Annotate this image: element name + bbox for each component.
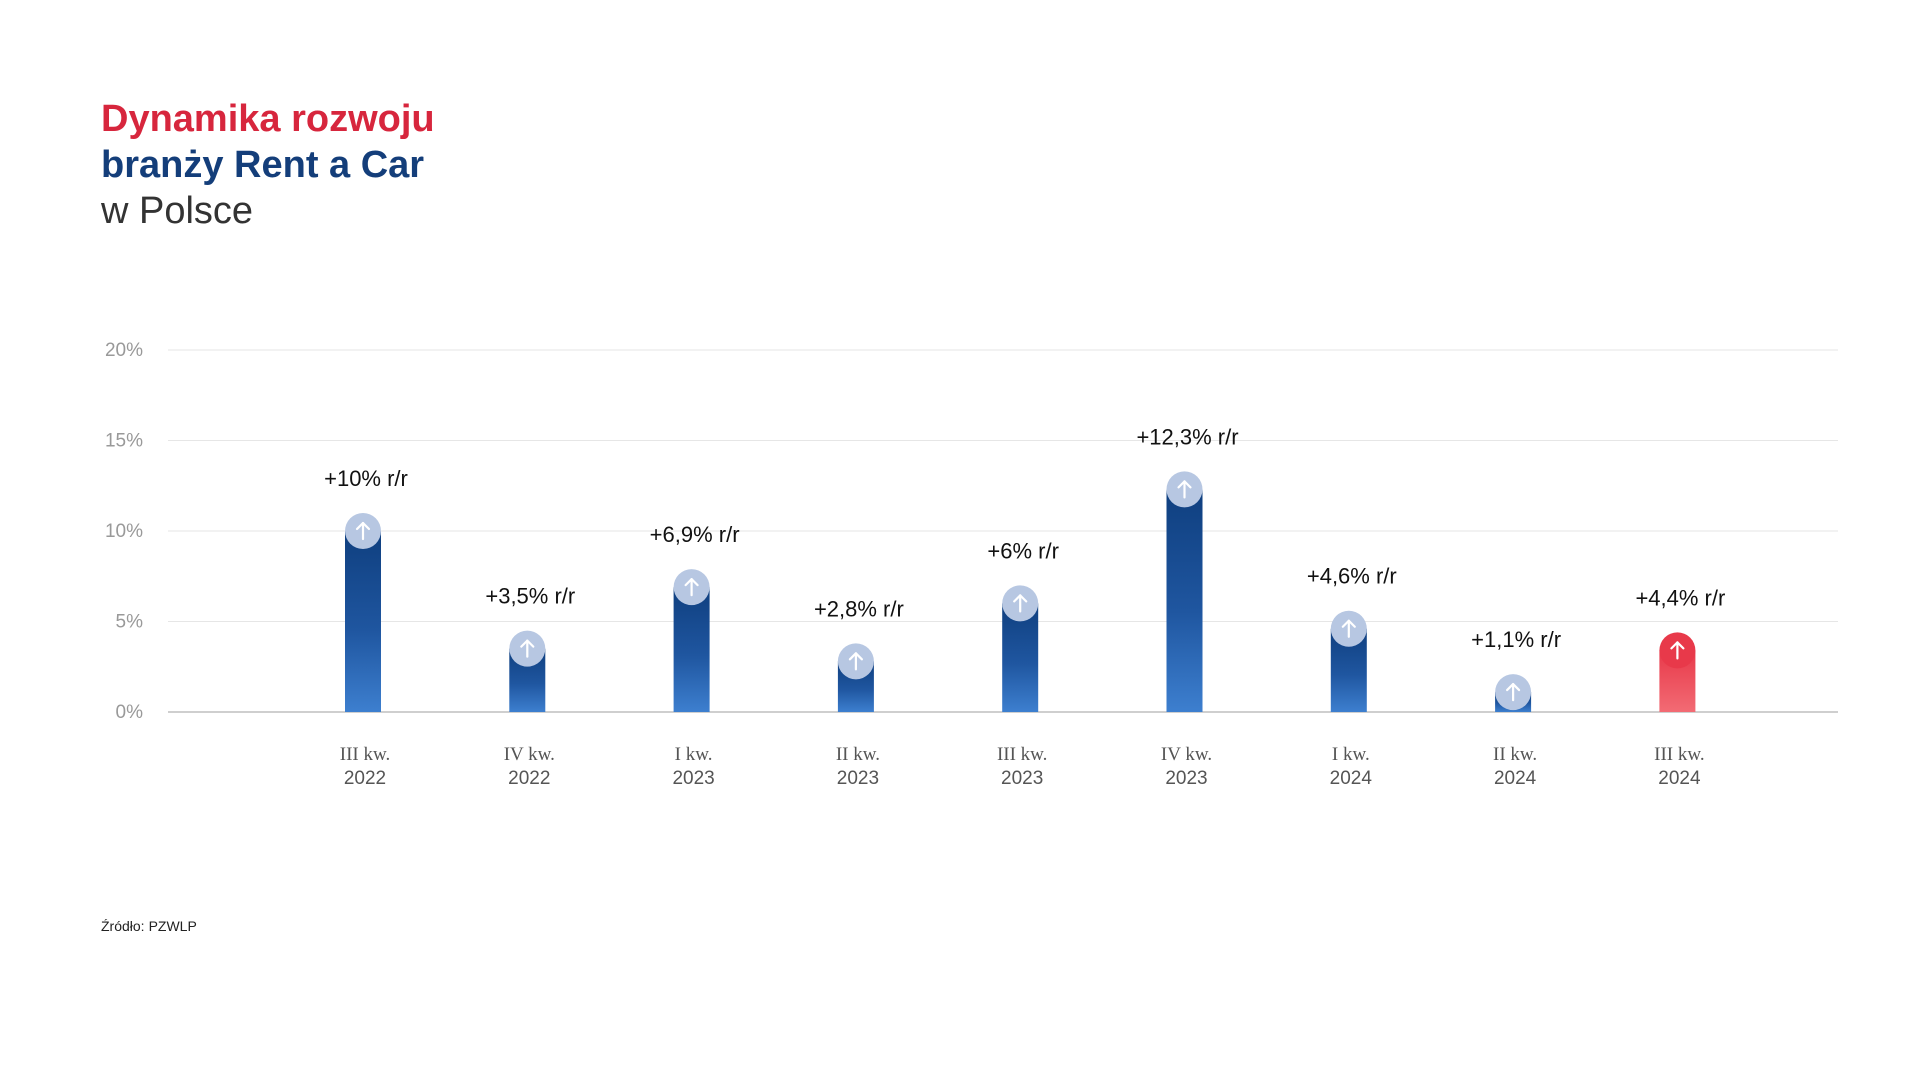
bar xyxy=(673,587,710,712)
x-tick-label: 2023 xyxy=(837,768,879,789)
arrow-up-icon xyxy=(684,578,699,597)
x-tick-label: 2023 xyxy=(1001,768,1043,789)
source-label: Źródło: xyxy=(101,918,145,934)
y-tick-label: 20% xyxy=(105,340,143,361)
y-tick-label: 15% xyxy=(105,431,143,452)
chart-title-block: Dynamika rozwoju branży Rent a Car w Pol… xyxy=(101,96,435,234)
bar xyxy=(345,531,381,712)
x-tick-label: IV kw. xyxy=(1161,744,1212,765)
data-label: +6,9% r/r xyxy=(650,522,740,547)
x-tick-label: 2023 xyxy=(672,768,714,789)
x-tick-label: I kw. xyxy=(675,744,713,765)
x-tick-label: 2024 xyxy=(1494,768,1537,789)
x-tick-label: III kw. xyxy=(340,744,390,765)
y-tick-label: 10% xyxy=(105,521,143,542)
x-tick-label: 2024 xyxy=(1658,768,1701,789)
chart-title-line1: Dynamika rozwoju xyxy=(101,98,435,140)
data-label: +4,4% r/r xyxy=(1635,585,1725,610)
arrow-up-icon xyxy=(1177,480,1192,499)
data-labels: +10% r/r +3,5% r/r +6,9% r/r +2,8% r/r +6% r… xyxy=(324,424,1725,652)
data-label: +3,5% r/r xyxy=(485,584,575,609)
x-tick-label: I kw. xyxy=(1332,744,1370,765)
arrow-up-icon xyxy=(520,639,535,658)
x-tick-label: 2022 xyxy=(508,768,550,789)
arrow-up-icon xyxy=(848,652,864,671)
x-tick-label: III kw. xyxy=(997,744,1047,765)
x-tick-label: III kw. xyxy=(1654,744,1704,765)
y-tick-label: 5% xyxy=(116,612,144,633)
chart-title-line2: branży Rent a Car xyxy=(101,144,425,186)
y-tick-label: 0% xyxy=(116,702,144,723)
bar xyxy=(1166,489,1203,712)
arrow-up-icon xyxy=(1505,682,1521,702)
chart-title-line3: w Polsce xyxy=(101,190,254,232)
arrow-up-icon xyxy=(1341,619,1356,638)
gridlines xyxy=(168,349,1838,713)
source-value: PZWLP xyxy=(148,918,197,934)
data-label: +4,6% r/r xyxy=(1307,564,1397,589)
bar xyxy=(1002,603,1039,712)
data-label: +10% r/r xyxy=(324,466,408,491)
x-tick-label: II kw. xyxy=(1493,744,1537,765)
y-axis-ticks: 0% 5% 10% 15% 20% xyxy=(105,340,143,723)
x-axis-ticks: III kw. 2022 IV kw. 2022 I kw. 2023 II kw. 2023… xyxy=(340,744,1705,789)
x-tick-label: 2024 xyxy=(1330,768,1373,789)
source-note: Źródło: PZWLP xyxy=(101,918,201,934)
data-label: +1,1% r/r xyxy=(1471,627,1561,652)
arrow-up-icon xyxy=(1013,594,1028,613)
arrow-up-icon xyxy=(355,521,371,541)
arrow-up-icon xyxy=(1670,641,1685,660)
x-tick-label: 2022 xyxy=(344,768,386,789)
data-label: +12,3% r/r xyxy=(1136,424,1238,449)
data-label: +6% r/r xyxy=(987,538,1059,563)
x-tick-label: 2023 xyxy=(1165,768,1207,789)
x-tick-label: II kw. xyxy=(836,744,880,765)
x-tick-label: IV kw. xyxy=(504,744,555,765)
data-label: +2,8% r/r xyxy=(814,596,904,621)
bars xyxy=(345,471,1696,712)
